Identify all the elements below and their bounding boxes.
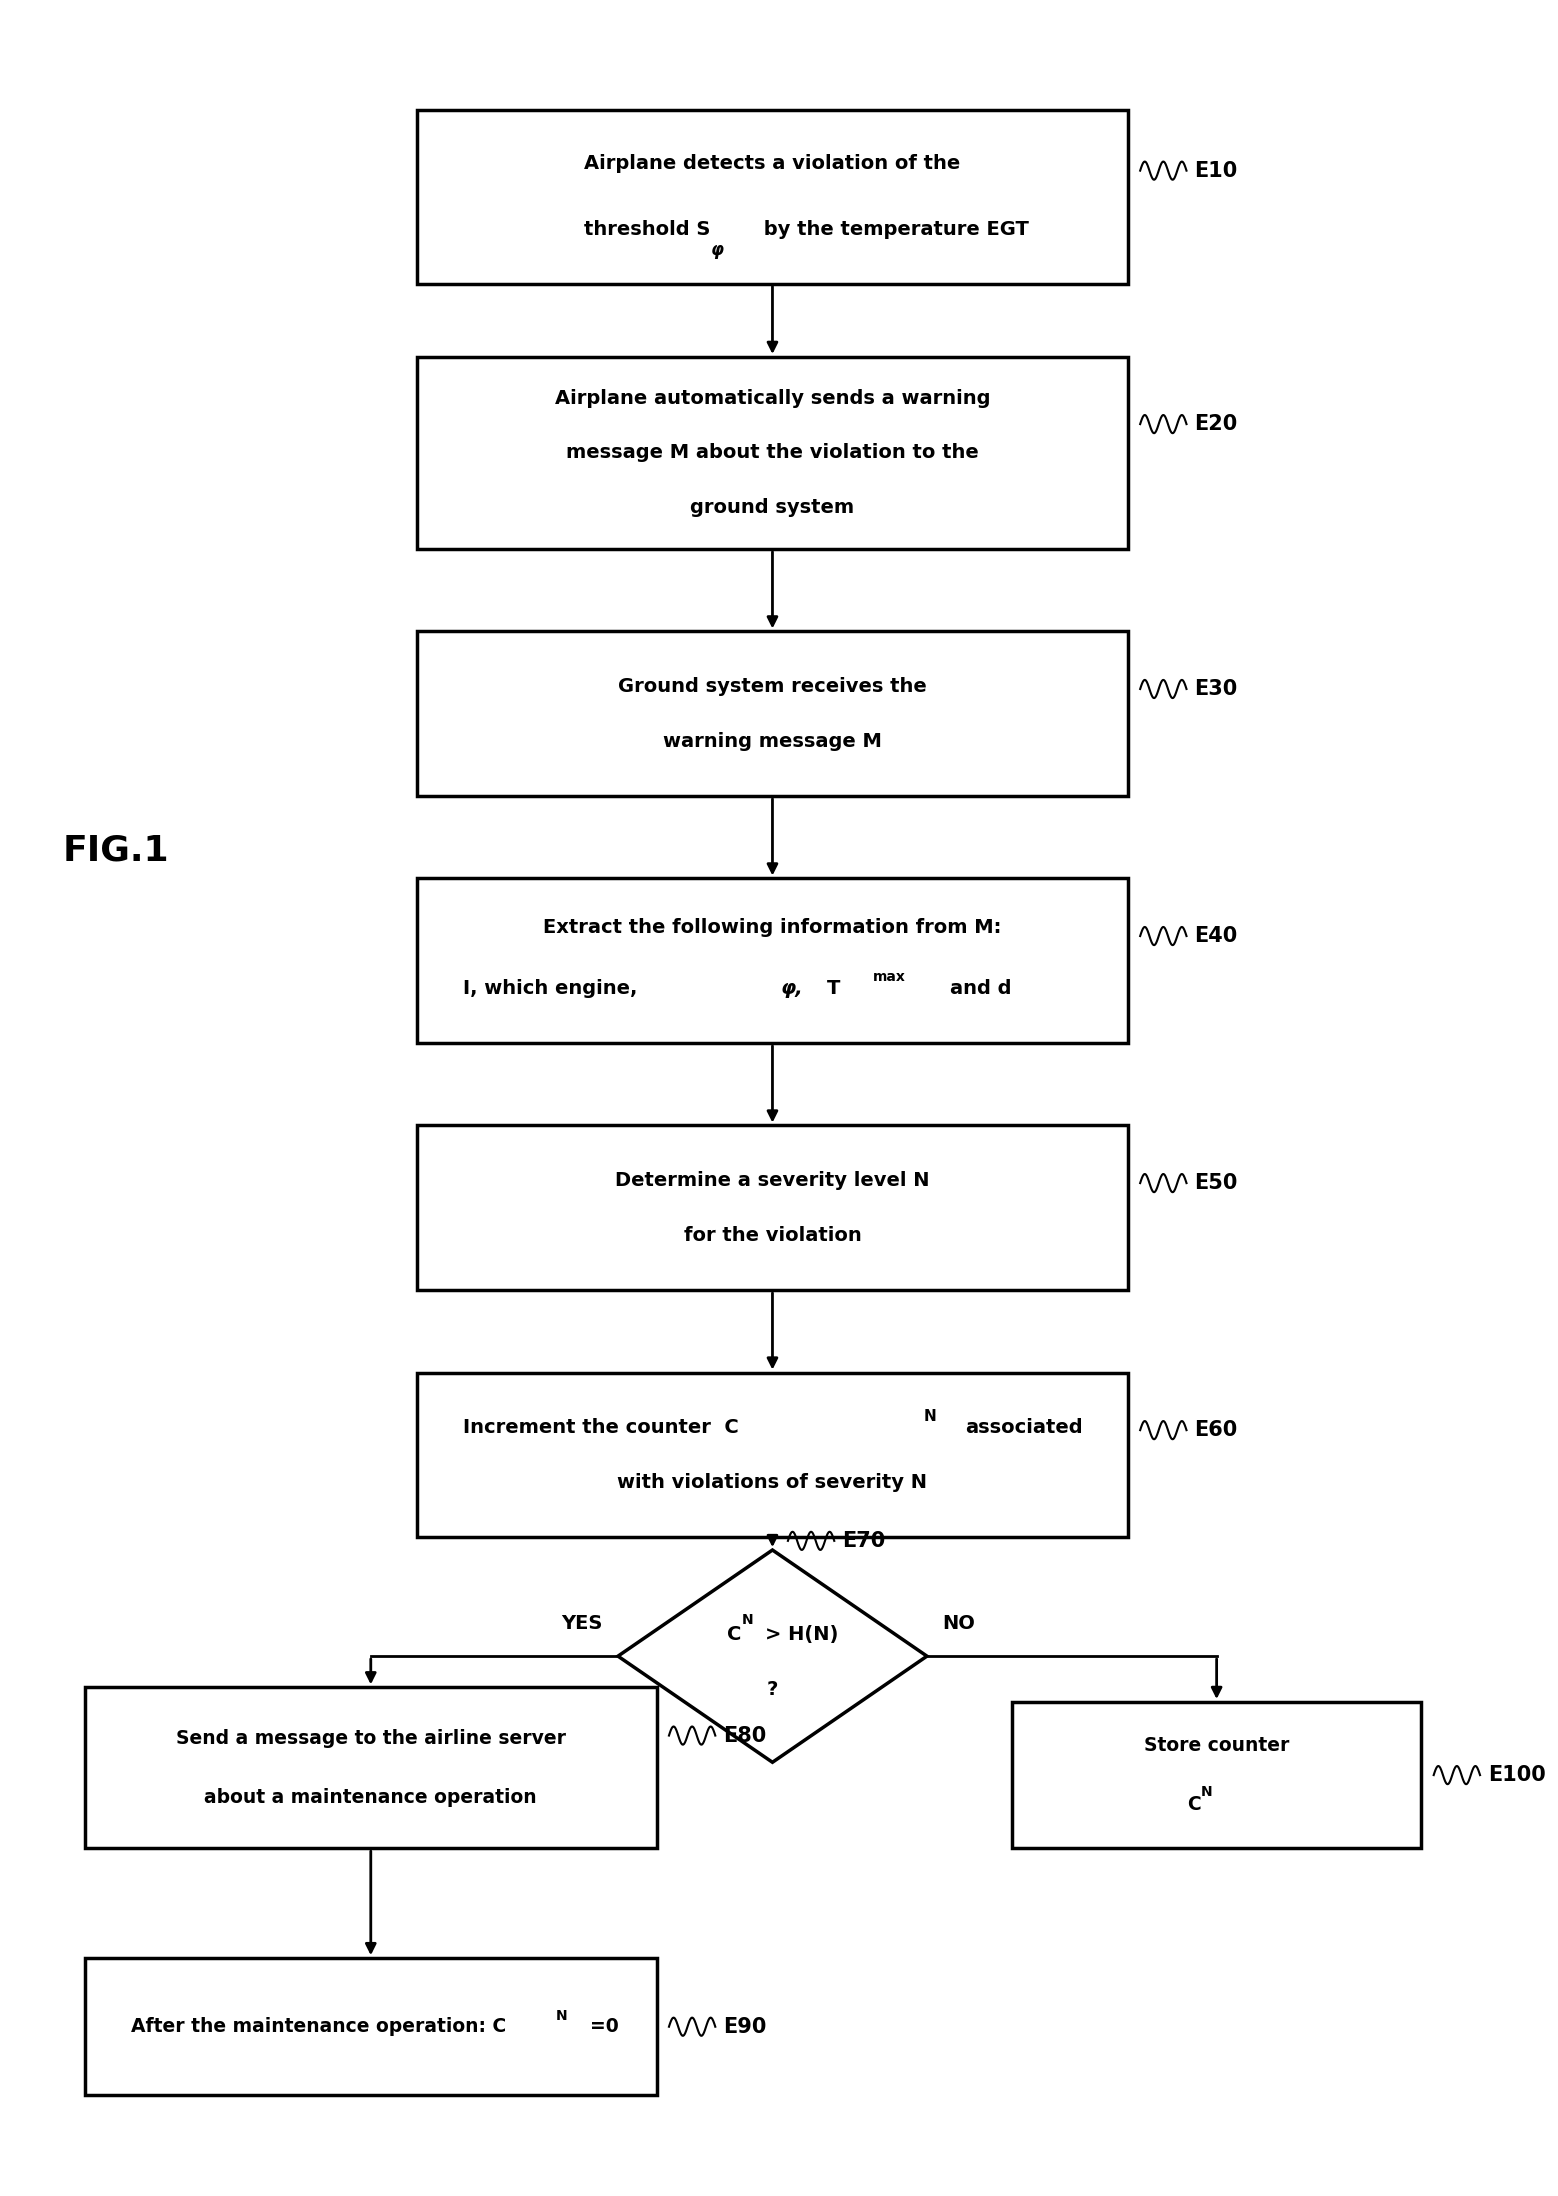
Text: Airplane detects a violation of the: Airplane detects a violation of the xyxy=(584,154,961,173)
Text: ground system: ground system xyxy=(690,498,854,518)
Text: by the temperature EGT: by the temperature EGT xyxy=(757,220,1028,239)
Text: E50: E50 xyxy=(1195,1173,1237,1192)
Text: Increment the counter  C: Increment the counter C xyxy=(463,1419,738,1436)
FancyBboxPatch shape xyxy=(418,356,1128,549)
Text: C: C xyxy=(728,1625,742,1643)
FancyBboxPatch shape xyxy=(86,1687,656,1849)
Text: E10: E10 xyxy=(1195,160,1237,180)
Text: N: N xyxy=(556,2009,567,2023)
FancyBboxPatch shape xyxy=(418,632,1128,797)
Text: Airplane automatically sends a warning: Airplane automatically sends a warning xyxy=(555,389,991,408)
FancyBboxPatch shape xyxy=(418,1124,1128,1289)
Text: E30: E30 xyxy=(1195,679,1237,698)
Text: N: N xyxy=(742,1612,753,1627)
Text: YES: YES xyxy=(561,1614,603,1632)
FancyBboxPatch shape xyxy=(1013,1702,1421,1849)
Text: warning message M: warning message M xyxy=(664,731,882,751)
Text: with violations of severity N: with violations of severity N xyxy=(617,1474,927,1491)
Text: I, which engine,: I, which engine, xyxy=(463,979,637,997)
Text: E70: E70 xyxy=(841,1531,885,1550)
Text: NO: NO xyxy=(943,1614,975,1632)
Text: about a maintenance operation: about a maintenance operation xyxy=(204,1788,538,1807)
FancyBboxPatch shape xyxy=(418,878,1128,1043)
Text: N: N xyxy=(924,1410,936,1423)
Text: associated: associated xyxy=(966,1419,1083,1436)
Text: max: max xyxy=(872,971,905,984)
FancyBboxPatch shape xyxy=(86,1959,656,2095)
Text: E40: E40 xyxy=(1195,927,1237,946)
Text: message M about the violation to the: message M about the violation to the xyxy=(566,444,978,463)
Text: φ,: φ, xyxy=(781,979,802,997)
Text: E20: E20 xyxy=(1195,415,1237,435)
Text: C: C xyxy=(1187,1794,1201,1814)
Text: Ground system receives the: Ground system receives the xyxy=(619,676,927,696)
Text: ?: ? xyxy=(767,1680,777,1698)
Text: Determine a severity level N: Determine a severity level N xyxy=(615,1170,930,1190)
Text: Send a message to the airline server: Send a message to the airline server xyxy=(176,1728,566,1748)
Text: FIG.1: FIG.1 xyxy=(62,834,170,867)
Text: > H(N): > H(N) xyxy=(765,1625,838,1643)
Text: φ: φ xyxy=(710,242,723,259)
FancyBboxPatch shape xyxy=(418,110,1128,283)
Text: for the violation: for the violation xyxy=(684,1225,862,1245)
Text: T: T xyxy=(827,979,840,997)
Text: E90: E90 xyxy=(723,2016,767,2036)
Text: E100: E100 xyxy=(1488,1766,1546,1785)
Text: E80: E80 xyxy=(723,1726,767,1746)
Text: Store counter: Store counter xyxy=(1144,1737,1290,1755)
Text: and d: and d xyxy=(950,979,1011,997)
Polygon shape xyxy=(619,1550,927,1761)
Text: Extract the following information from M:: Extract the following information from M… xyxy=(544,918,1002,938)
Text: =0: =0 xyxy=(590,2018,619,2036)
FancyBboxPatch shape xyxy=(418,1372,1128,1537)
Text: E60: E60 xyxy=(1195,1421,1237,1441)
Text: After the maintenance operation: C: After the maintenance operation: C xyxy=(131,2018,506,2036)
Text: threshold S: threshold S xyxy=(584,220,710,239)
Text: N: N xyxy=(1201,1785,1212,1799)
